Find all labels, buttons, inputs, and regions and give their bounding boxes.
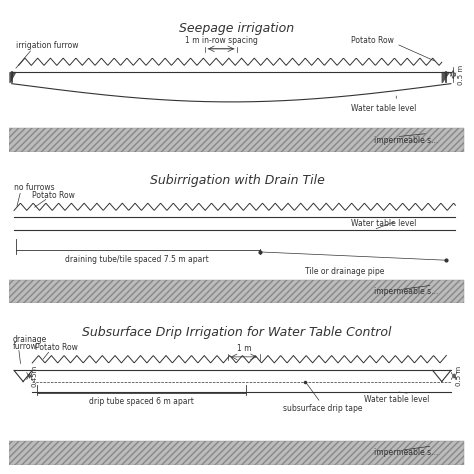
Text: furrow: furrow [13,342,38,350]
Text: Water table level: Water table level [365,395,430,404]
Bar [9,128,464,152]
Text: 0.5 m: 0.5 m [456,366,462,386]
Text: draining tube/tile spaced 7.5 m apart: draining tube/tile spaced 7.5 m apart [65,255,209,264]
Text: subsurface drip tape: subsurface drip tape [283,403,362,412]
Text: Potato Row: Potato Row [35,343,77,352]
Text: impermeable s...: impermeable s... [374,136,438,145]
Text: Potato Row: Potato Row [32,191,75,200]
Text: impermeable s...: impermeable s... [374,287,438,296]
Text: Potato Row: Potato Row [351,36,393,45]
Text: 1 m in-row spacing: 1 m in-row spacing [185,36,257,45]
Text: no furrows: no furrows [14,183,55,191]
Text: irrigation furrow: irrigation furrow [16,41,79,50]
Bar [9,280,464,303]
Text: drip tube spaced 6 m apart: drip tube spaced 6 m apart [89,397,194,406]
Text: 1 m: 1 m [237,344,251,353]
Text: Water table level: Water table level [351,104,416,112]
Text: drainage: drainage [13,335,47,344]
Text: Water table level: Water table level [351,219,416,228]
Text: 0.5 m: 0.5 m [458,65,464,85]
Text: impermeable s...: impermeable s... [374,448,438,457]
Bar [9,441,464,465]
Text: Seepage irrigation: Seepage irrigation [180,22,294,35]
Text: Subirrigation with Drain Tile: Subirrigation with Drain Tile [150,174,324,187]
Text: Subsurface Drip Irrigation for Water Table Control: Subsurface Drip Irrigation for Water Tab… [82,326,392,339]
Text: Tile or drainage pipe: Tile or drainage pipe [305,267,384,276]
Text: 0.45m: 0.45m [31,365,37,387]
